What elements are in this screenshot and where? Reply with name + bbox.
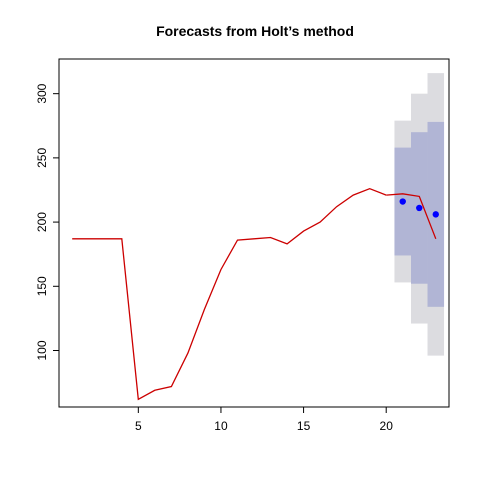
chart-title: Forecasts from Holt’s method xyxy=(156,23,354,39)
point-22 xyxy=(416,204,423,212)
x-axis: 5 10 15 20 xyxy=(135,406,394,433)
history-line xyxy=(72,188,387,401)
data-points xyxy=(399,198,439,218)
y-axis: 100 150 200 250 300 xyxy=(35,83,60,361)
y-tick-label-150: 150 xyxy=(35,276,49,296)
y-tick-label-200: 200 xyxy=(35,212,49,232)
x-tick-label-5: 5 xyxy=(135,419,142,433)
point-23 xyxy=(432,211,439,218)
y-tick-label-100: 100 xyxy=(35,340,49,360)
series-lines xyxy=(72,188,437,401)
plot-frame xyxy=(58,58,450,408)
x-tick-label-15: 15 xyxy=(297,419,311,433)
point-forecast-line xyxy=(386,193,437,240)
y-tick-label-250: 250 xyxy=(35,148,49,168)
x-tick-label-20: 20 xyxy=(380,419,394,433)
point-21 xyxy=(399,198,406,205)
x-tick-label-10: 10 xyxy=(214,419,228,433)
y-tick-label-300: 300 xyxy=(35,83,49,103)
